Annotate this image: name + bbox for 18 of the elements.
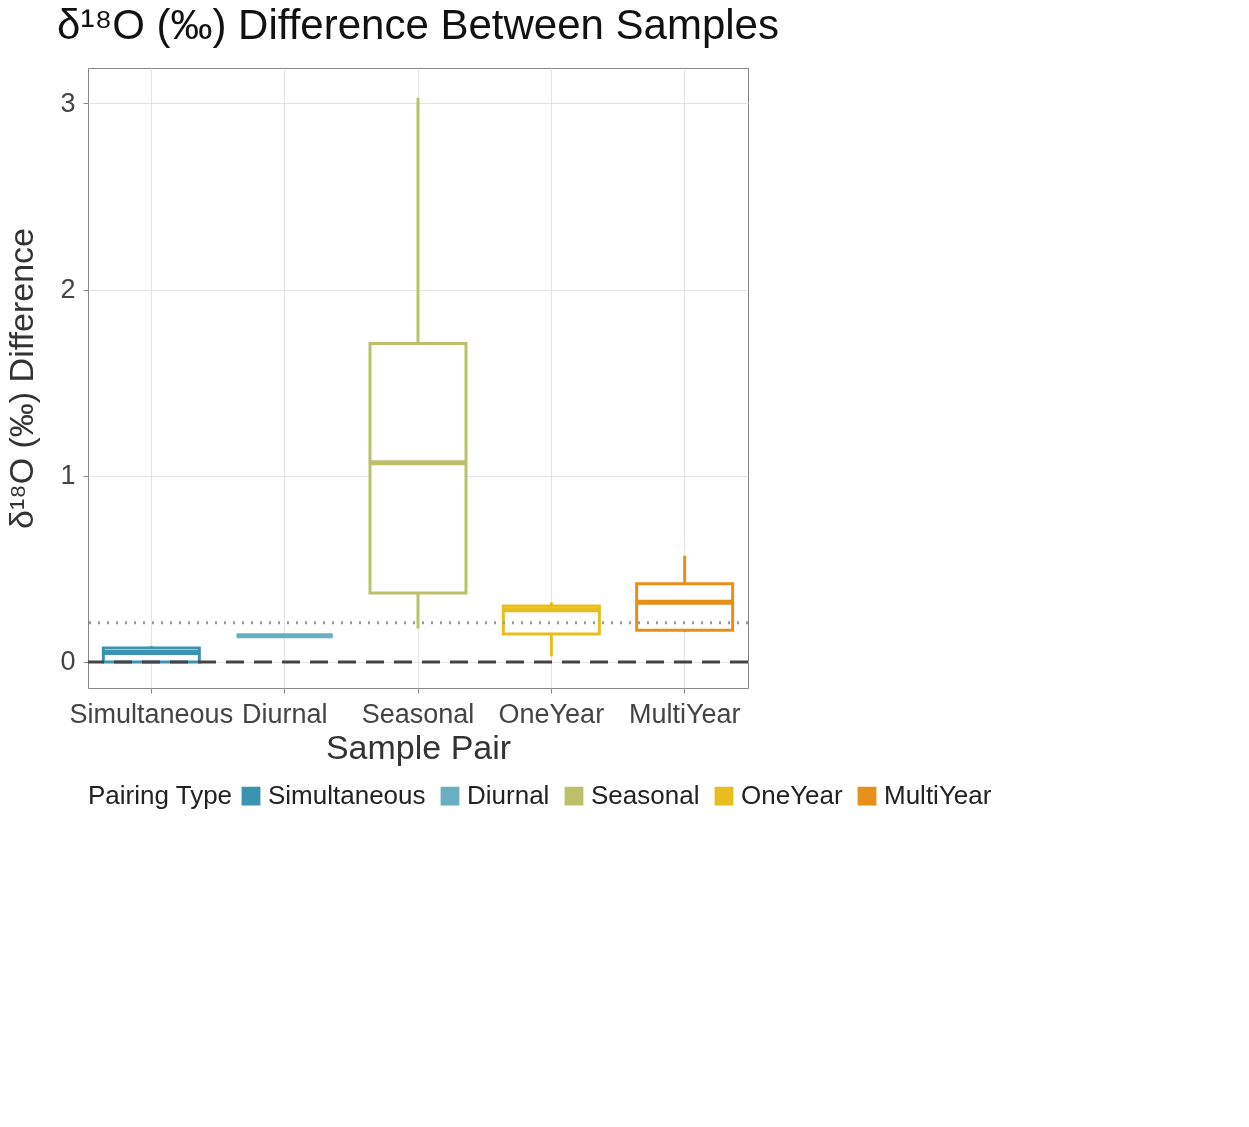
x-tick-label: OneYear [498,698,605,729]
chart-title: δ¹⁸O (‰) Difference Between Samples [57,1,779,48]
y-tick-label: 3 [60,87,76,118]
legend-title: Pairing Type [88,780,233,810]
y-axis-title: δ¹⁸O (‰) Difference [2,228,41,529]
legend-label: Diurnal [467,780,550,811]
y-tick-label: 2 [60,274,76,305]
x-axis-title: Sample Pair [325,727,512,766]
legend-label: Seasonal [591,780,700,811]
legend-label: Simultaneous [268,780,426,811]
x-tick-label: Diurnal [241,698,328,729]
legend-label: OneYear [741,780,844,811]
y-tick-label: 0 [60,646,76,677]
x-tick-label: MultiYear [628,698,741,729]
y-tick-label: 1 [60,460,76,491]
legend-label: MultiYear [884,780,992,811]
x-tick-label: Seasonal [361,698,475,729]
x-tick-label: Simultaneous [69,698,234,729]
